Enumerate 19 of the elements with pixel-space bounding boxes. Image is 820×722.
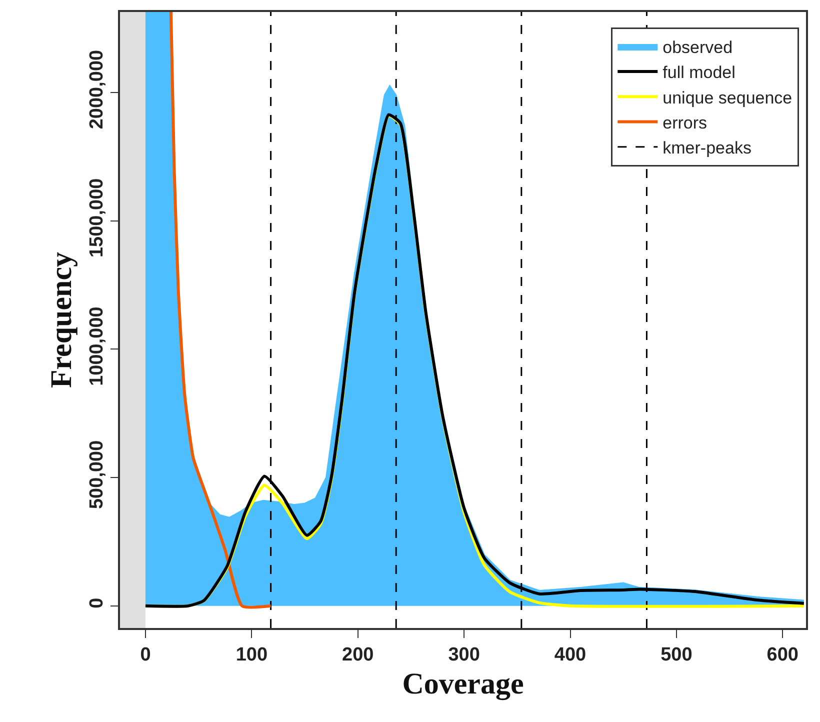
legend-label: errors [662,113,708,132]
legend-label: unique sequence [662,88,792,108]
x-axis-title: Coverage [402,668,524,701]
x-tick-label: 100 [236,644,268,666]
y-tick-label: 1500,000 [86,178,108,258]
x-tick-label: 400 [554,644,586,666]
x-tick-label: 200 [342,644,374,666]
y-tick-label: 0 [86,598,108,608]
legend-label: full model [662,63,736,82]
y-tick-label: 2000,000 [86,50,108,130]
y-axis-title: Frequency [45,252,78,388]
x-tick-label: 0 [140,644,151,666]
legend-label: observed [662,38,733,58]
legend-label: kmer-peaks [662,138,752,158]
x-tick-label: 300 [448,644,480,666]
x-tick-label: 500 [660,644,692,666]
y-tick-label: 1000,000 [86,306,108,386]
y-tick-label: 500,000 [86,440,108,510]
x-tick-label: 600 [766,644,798,666]
